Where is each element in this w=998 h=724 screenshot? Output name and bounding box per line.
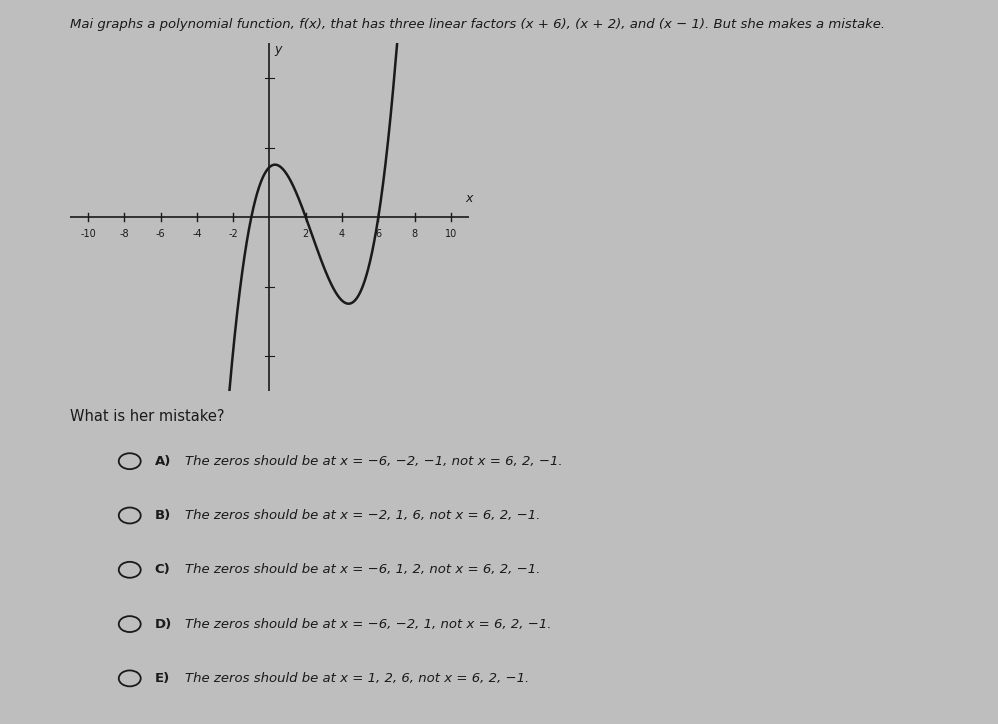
- Text: 10: 10: [445, 230, 457, 240]
- Text: 8: 8: [411, 230, 418, 240]
- Text: 6: 6: [375, 230, 381, 240]
- Text: -2: -2: [229, 230, 239, 240]
- Text: Mai graphs a polynomial function, f(x), that has three linear factors (x + 6), (: Mai graphs a polynomial function, f(x), …: [70, 18, 885, 31]
- Text: The zeros should be at x = −6, −2, −1, not x = 6, 2, −1.: The zeros should be at x = −6, −2, −1, n…: [185, 455, 562, 468]
- Text: E): E): [155, 672, 170, 685]
- Text: -10: -10: [80, 230, 96, 240]
- Text: What is her mistake?: What is her mistake?: [70, 409, 225, 424]
- Text: C): C): [155, 563, 171, 576]
- Text: 4: 4: [339, 230, 345, 240]
- Text: The zeros should be at x = 1, 2, 6, not x = 6, 2, −1.: The zeros should be at x = 1, 2, 6, not …: [185, 672, 529, 685]
- Text: D): D): [155, 618, 172, 631]
- Text: The zeros should be at x = −2, 1, 6, not x = 6, 2, −1.: The zeros should be at x = −2, 1, 6, not…: [185, 509, 540, 522]
- Text: A): A): [155, 455, 171, 468]
- Text: -4: -4: [192, 230, 202, 240]
- Text: B): B): [155, 509, 171, 522]
- Text: The zeros should be at x = −6, 1, 2, not x = 6, 2, −1.: The zeros should be at x = −6, 1, 2, not…: [185, 563, 540, 576]
- Text: -8: -8: [120, 230, 129, 240]
- Text: 2: 2: [302, 230, 308, 240]
- Text: -6: -6: [156, 230, 166, 240]
- Text: x: x: [465, 192, 473, 205]
- Text: y: y: [274, 43, 281, 56]
- Text: The zeros should be at x = −6, −2, 1, not x = 6, 2, −1.: The zeros should be at x = −6, −2, 1, no…: [185, 618, 551, 631]
